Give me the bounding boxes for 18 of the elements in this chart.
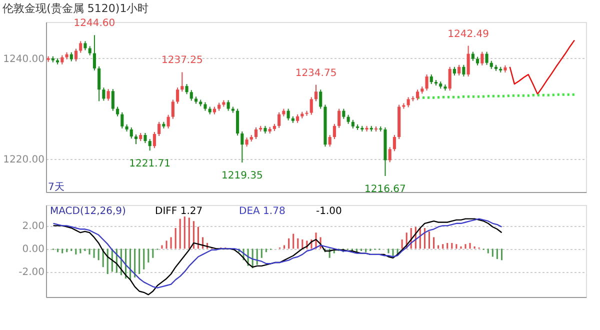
annotation: 1242.49 (448, 28, 489, 40)
y-tick-label: 2.00 (22, 221, 44, 232)
annotation: DEA 1.78 (239, 206, 286, 217)
chart-title: 伦敦金现(贵金属 5120)1小时 (2, 2, 149, 16)
annotation: 7天 (48, 182, 64, 193)
annotation: 1216.67 (364, 184, 406, 196)
annotation: DIFF 1.27 (155, 206, 203, 217)
y-tick-label: 0.00 (22, 244, 44, 256)
annotation: 1221.71 (129, 158, 171, 170)
y-tick-label: -2.00 (18, 267, 44, 278)
y-tick-label: 1240.00 (3, 54, 44, 65)
annotation: 1244.60 (74, 18, 116, 30)
annotation: 1234.75 (295, 68, 337, 79)
annotation: 1237.25 (161, 55, 203, 66)
y-tick-label: 1220.00 (3, 154, 44, 166)
annotation: -1.00 (316, 206, 342, 217)
annotation: 1219.35 (221, 170, 263, 182)
chart-title: MACD(12,26,9) (50, 206, 126, 217)
